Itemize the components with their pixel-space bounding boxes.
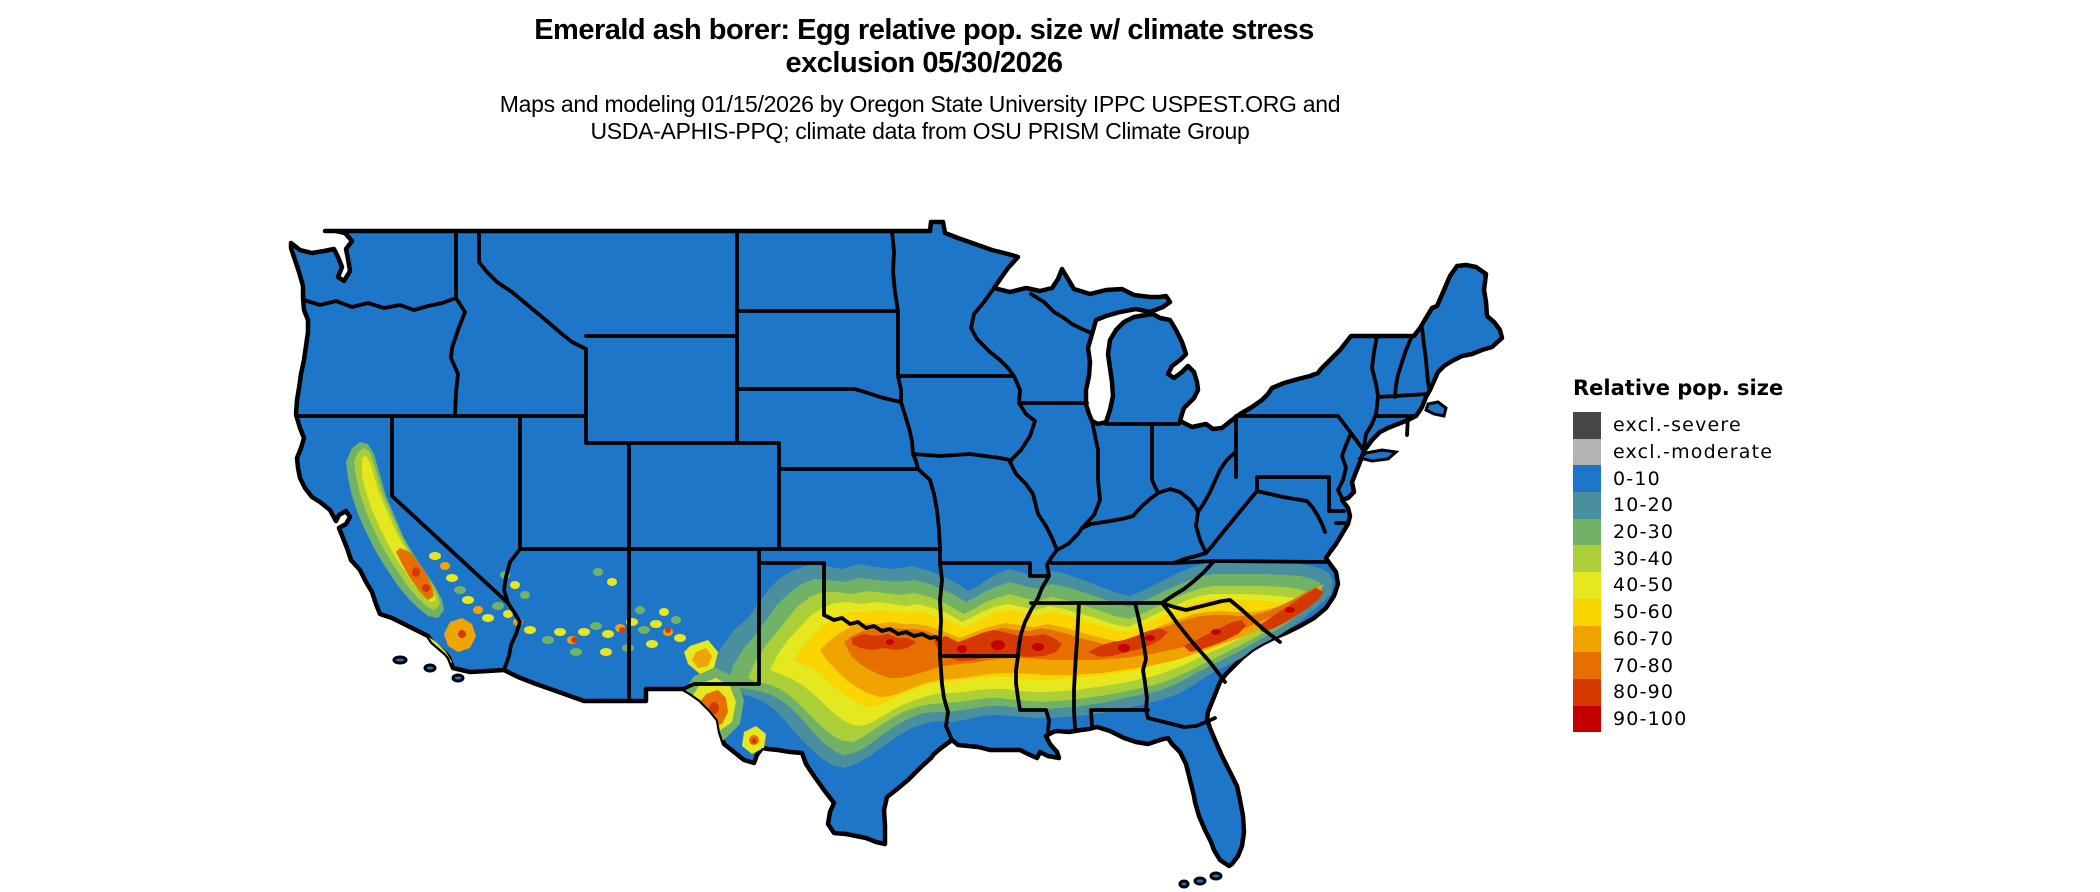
long-island [1356,448,1400,463]
legend-label: 30-40 [1613,547,1675,570]
map-title-line1: Emerald ash borer: Egg relative pop. siz… [534,14,1314,46]
legend-swatch [1573,438,1601,466]
legend-row: 70-80 [1573,652,1903,679]
legend-rows: excl.-severe excl.-moderate 0-10 10-20 20-30… [1573,412,1903,733]
us-landmass [288,219,1505,869]
channel-island [423,663,437,673]
legend-label: 80-90 [1613,681,1675,704]
legend-swatch [1573,465,1601,493]
legend-row: 20-30 [1573,518,1903,546]
legend-swatch [1573,598,1601,626]
map-subtitle: Maps and modeling 01/15/2026 by Oregon S… [0,91,1840,145]
channel-island [392,655,408,665]
legend-label: 0-10 [1613,467,1661,490]
cape-cod [1424,400,1448,418]
legend-row: 50-60 [1573,598,1903,626]
map-title: Emerald ash borer: Egg relative pop. siz… [0,14,1848,80]
legend-label: 20-30 [1613,521,1675,544]
legend-label: 60-70 [1613,627,1675,650]
legend-label: excl.-moderate [1613,441,1774,464]
legend-row: 60-70 [1573,625,1903,653]
legend-swatch [1573,678,1601,706]
legend-swatch [1573,412,1601,439]
legend-row: 10-20 [1573,492,1903,519]
legend-swatch [1573,492,1601,519]
legend-title: Relative pop. size [1573,376,1784,400]
legend-row: 40-50 [1573,572,1903,599]
legend-swatch [1573,652,1601,679]
state-borders [294,229,1431,742]
legend-label: 50-60 [1613,601,1675,624]
map-title-line2: exclusion 05/30/2026 [785,47,1063,79]
legend-row: excl.-severe [1573,412,1903,439]
legend-row: 80-90 [1573,678,1903,706]
map-subtitle-line2: USDA-APHIS-PPQ; climate data from OSU PR… [590,118,1250,144]
legend-row: 30-40 [1573,545,1903,573]
legend-label: excl.-severe [1613,414,1742,437]
legend-label: 40-50 [1613,574,1675,597]
florida-key [1193,876,1207,886]
florida-key [1178,879,1190,889]
map-subtitle-line1: Maps and modeling 01/15/2026 by Oregon S… [499,91,1341,117]
legend-swatch [1573,705,1601,733]
legend-swatch [1573,625,1601,653]
legend-label: 70-80 [1613,654,1675,677]
legend-row: 0-10 [1573,465,1903,493]
heat-cores-90-100 [886,607,1295,653]
legend-row: 90-100 [1573,705,1903,733]
legend-label: 90-100 [1613,707,1688,730]
channel-island [451,673,465,683]
heat-southwest-speckles [429,552,686,656]
islands [392,400,1448,889]
legend-swatch [1573,545,1601,573]
legend-swatch [1573,572,1601,599]
legend: Relative pop. size excl.-severe excl.-mod… [1573,376,1903,733]
legend-swatch [1573,518,1601,546]
legend-label: 10-20 [1613,494,1675,517]
legend-row: excl.-moderate [1573,438,1903,466]
florida-key [1209,871,1223,881]
